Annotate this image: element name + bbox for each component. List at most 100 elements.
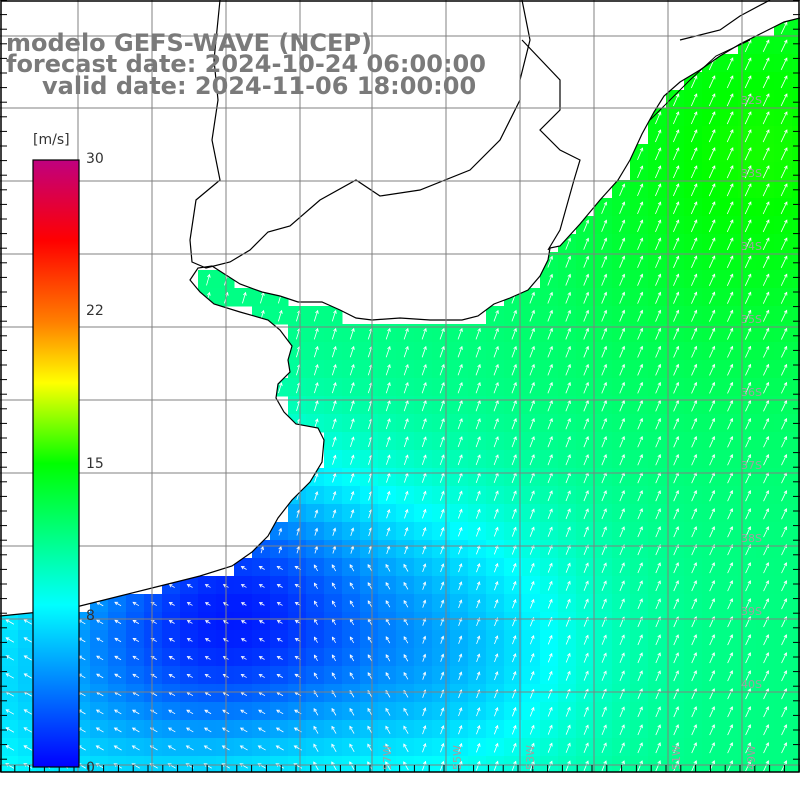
wind-cell [576, 738, 595, 757]
wind-cell [558, 414, 577, 433]
wind-cell [576, 450, 595, 469]
wind-arrow [637, 399, 643, 412]
wind-arrow [96, 637, 104, 643]
wind-arrow [637, 147, 644, 161]
wind-arrow [673, 598, 679, 610]
wind-cell [648, 396, 667, 415]
wind-cell [612, 576, 631, 595]
wind-arrow [655, 363, 662, 376]
wind-cell [594, 738, 613, 757]
wind-cell [288, 378, 307, 397]
wind-cell [774, 558, 793, 577]
wind-cell [666, 126, 685, 145]
wind-arrow [276, 673, 283, 678]
wind-arrow [726, 93, 734, 107]
wind-arrow [168, 673, 175, 678]
wind-cell [792, 612, 800, 631]
wind-arrow [404, 508, 409, 519]
wind-cell [432, 522, 451, 541]
wind-cell [738, 432, 757, 451]
wind-arrow [403, 654, 409, 662]
wind-cell [360, 414, 379, 433]
wind-arrow [601, 562, 607, 574]
wind-cell [630, 252, 649, 271]
wind-arrow [547, 381, 553, 394]
wind-cell [450, 738, 469, 757]
wind-arrow [672, 111, 680, 125]
wind-arrow [258, 602, 265, 606]
wind-arrow [403, 671, 409, 680]
wind-cell [666, 540, 685, 559]
wind-cell [756, 684, 775, 703]
wind-arrow [763, 580, 770, 592]
wind-arrow [780, 237, 788, 251]
wind-arrow [565, 742, 571, 753]
wind-arrow [367, 582, 373, 590]
wind-arrow [780, 93, 788, 107]
wind-arrow [583, 237, 590, 250]
wind-cell [324, 414, 343, 433]
wind-cell [234, 288, 253, 307]
wind-arrow [637, 435, 643, 448]
wind-cell [342, 486, 361, 505]
wind-arrow [547, 363, 553, 376]
wind-arrow [727, 327, 734, 340]
wind-arrow [403, 382, 409, 394]
wind-cell [666, 360, 685, 379]
wind-arrow [601, 327, 608, 340]
wind-arrow [349, 654, 355, 662]
wind-cell [288, 396, 307, 415]
wind-cell [756, 630, 775, 649]
wind-arrow [601, 201, 608, 214]
wind-cell [792, 558, 800, 577]
wind-arrow [690, 147, 698, 161]
colorbar-tick-22: 22 [86, 303, 104, 319]
wind-arrow [637, 598, 643, 610]
wind-arrow [186, 620, 193, 624]
wind-arrow [493, 381, 499, 394]
wind-arrow [458, 653, 463, 662]
wind-arrow [637, 490, 643, 502]
wind-arrow [349, 582, 355, 590]
wind-cell [702, 486, 721, 505]
wind-cell [324, 396, 343, 415]
wind-arrow [781, 652, 788, 664]
wind-cell [738, 522, 757, 541]
wind-arrow [5, 619, 15, 625]
wind-cell [504, 594, 523, 613]
wind-cell [684, 396, 703, 415]
wind-arrow [332, 491, 337, 501]
wind-cell [792, 522, 800, 541]
wind-arrow [511, 562, 517, 573]
wind-arrow [583, 436, 589, 448]
wind-cell [378, 378, 397, 397]
wind-arrow [745, 688, 751, 700]
wind-arrow [385, 382, 391, 394]
wind-arrow [385, 600, 391, 608]
wind-cell [504, 540, 523, 559]
wind-cell [648, 126, 667, 145]
wind-cell [432, 504, 451, 523]
wind-cell [522, 558, 541, 577]
wind-arrow [422, 707, 427, 717]
wind-arrow [691, 562, 697, 574]
wind-arrow [583, 598, 589, 609]
wind-cell [738, 540, 757, 559]
wind-arrow [780, 309, 788, 322]
wind-arrow [403, 563, 409, 572]
wind-arrow [23, 745, 33, 751]
wind-arrow [601, 634, 607, 645]
wind-arrow [727, 742, 733, 754]
wind-arrow [726, 183, 734, 197]
wind-cell [576, 648, 595, 667]
wind-arrow [709, 273, 716, 286]
lat-label: 40S [741, 678, 762, 691]
wind-arrow [619, 742, 625, 754]
wind-arrow [403, 743, 409, 753]
wind-cell [450, 702, 469, 721]
wind-arrow [780, 219, 788, 233]
wind-arrow [113, 709, 122, 715]
wind-cell [504, 630, 523, 649]
wind-arrow [547, 580, 553, 591]
wind-arrow [708, 201, 716, 215]
